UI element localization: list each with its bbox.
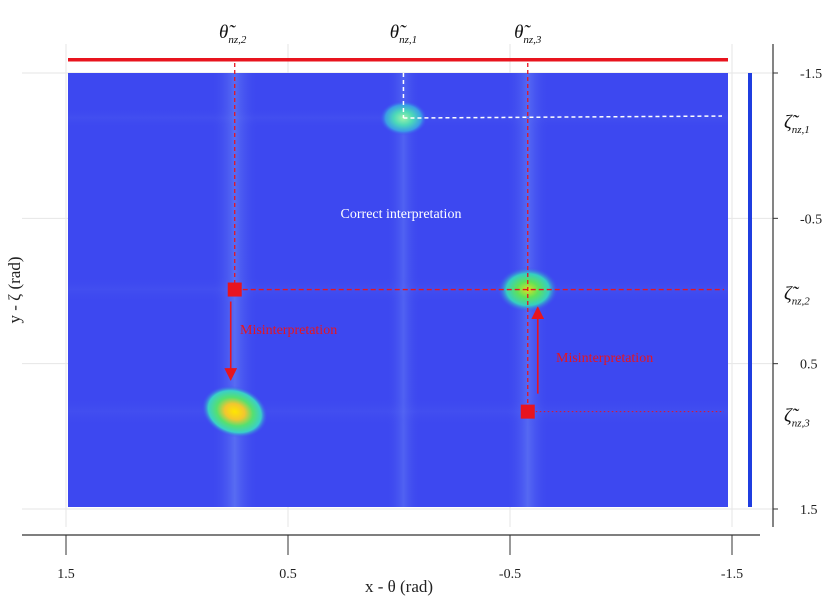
misinterpretation-marker-1 [227,282,242,297]
zeta-peak-labels: ζ̃nz,1 ζ̃nz,2 ζ̃nz,3 [784,112,810,430]
zeta-label-2: ζ̃nz,2 [784,284,810,308]
x-tick-label: 0.5 [279,567,297,582]
theta-label-1: θ̃nz,2 [219,22,247,46]
y-tick-label: -1.5 [800,67,822,82]
zeta-label-sub: nz,1 [792,124,810,136]
misinterpretation-marker-2 [520,404,535,419]
y-tick-label: 1.5 [800,503,818,518]
zeta-label-sub: nz,2 [792,296,811,308]
x-axis-ticks: 1.5 0.5 -0.5 -1.5 [57,535,743,582]
theta-projection-bar [68,58,728,62]
y-axis-ticks: -1.5 -0.5 0.5 1.5 [773,67,822,518]
theta-label-3: θ̃nz,3 [514,22,542,46]
zeta-label-sub: nz,3 [792,418,811,430]
x-tick-label: -0.5 [499,567,521,582]
zeta-label-1: ζ̃nz,1 [784,112,810,136]
heatmap-streak-horizontal [68,396,728,427]
misinterpretation-label-1: Misinterpretation [240,323,337,338]
misinterpretation-markers [227,282,535,419]
y-tick-label: 0.5 [800,358,818,373]
heatmap-peak-p3 [201,385,268,438]
theta-label-2: θ̃nz,1 [390,22,417,46]
theta-label-sub: nz,2 [228,34,247,46]
guide-lines [224,63,724,413]
y-tick-label: -0.5 [800,212,822,227]
x-axis-label: x - θ (rad) [365,577,433,596]
x-tick-label: -1.5 [721,567,743,582]
y-axis-label: y - ζ (rad) [5,257,24,324]
theta-peak-labels: θ̃nz,2 θ̃nz,1 θ̃nz,3 [219,22,542,46]
misinterpretation-label-2: Misinterpretation [556,351,653,366]
zeta-projection-bar [748,73,752,507]
theta-label-sub: nz,3 [523,34,542,46]
x-tick-label: 1.5 [57,567,75,582]
theta-label-sub: nz,1 [399,34,417,46]
correct-interpretation-label: Correct interpretation [341,207,462,222]
zeta-label-3: ζ̃nz,3 [784,406,810,430]
